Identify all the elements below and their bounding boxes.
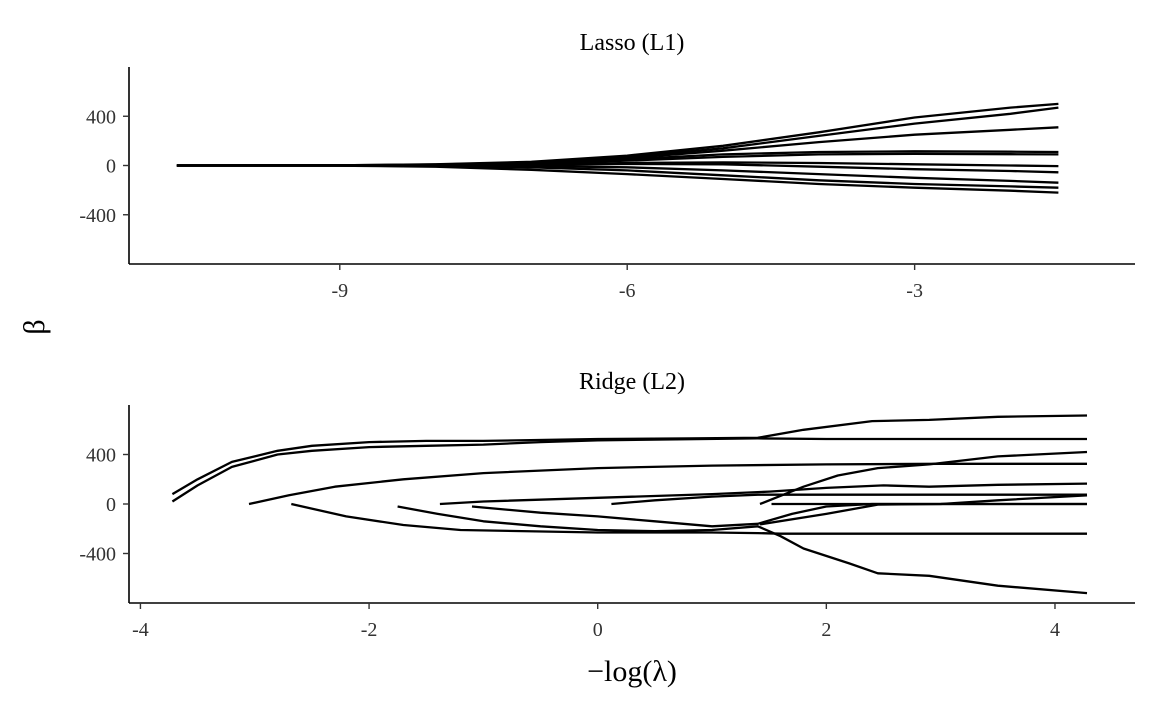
ridge-x-tick-label: -4	[132, 619, 149, 641]
ridge-x-tick-label: 2	[821, 619, 831, 641]
lasso-panel-title: Lasso (L1)	[580, 30, 685, 56]
lasso-coefficient-path-10	[176, 164, 1059, 194]
lasso-y-tick-label: -400	[79, 205, 116, 227]
ridge-coefficient-path-8	[611, 493, 1087, 506]
ridge-coefficient-path-1	[171, 414, 1088, 496]
lasso-x-tick-label: -6	[619, 280, 636, 302]
x-axis-title: −log(λ)	[587, 655, 677, 688]
lasso-y-tick-label: 400	[86, 106, 116, 128]
ridge-y-tick-label: 0	[106, 494, 116, 516]
ridge-coefficient-path-4	[291, 502, 1087, 535]
ridge-coefficient-path-2	[171, 437, 1087, 503]
lasso-panel: Lasso (L1) -400 0 400 -9 -6 -3	[79, 30, 1135, 302]
ridge-x-tick-label: 0	[593, 619, 603, 641]
ridge-coefficient-path-9	[759, 450, 1088, 506]
ridge-x-tick-label: 4	[1050, 619, 1060, 641]
ridge-x-tick-label: -2	[361, 619, 378, 641]
y-axis-title: β	[18, 319, 51, 334]
ridge-y-tick-label: -400	[79, 544, 116, 566]
lasso-x-tick-label: -9	[331, 280, 348, 302]
ridge-coefficient-path-3	[248, 462, 1087, 506]
ridge-coefficient-path-6	[471, 502, 1087, 528]
ridge-coefficient-path-5	[397, 505, 1088, 595]
ridge-panel-title: Ridge (L2)	[579, 369, 685, 395]
lasso-x-tick-label: -3	[906, 280, 923, 302]
lasso-y-tick-label: 0	[106, 156, 116, 178]
ridge-y-tick-label: 400	[86, 445, 116, 467]
ridge-coefficient-path-11	[759, 494, 1088, 526]
ridge-panel: Ridge (L2) -400 0 400 -4 -2 0 2 4	[79, 369, 1135, 641]
